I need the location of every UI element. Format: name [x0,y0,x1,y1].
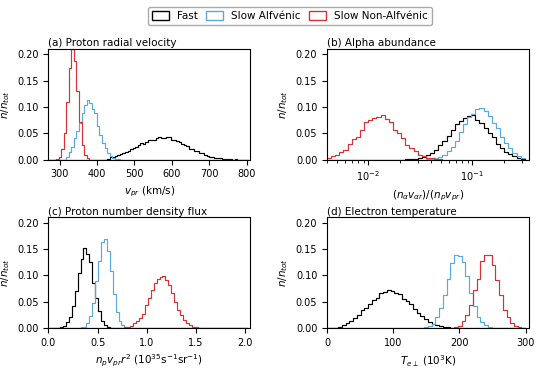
X-axis label: $n_{p}v_{pr}r^{2}$ ($10^{35}$s$^{-1}$sr$^{-1}$): $n_{p}v_{pr}r^{2}$ ($10^{35}$s$^{-1}$sr$… [96,353,204,369]
Y-axis label: $n/n_{tot}$: $n/n_{tot}$ [277,258,290,287]
X-axis label: $(n_{\alpha}v_{\alpha r})/(n_{p}v_{pr})$: $(n_{\alpha}v_{\alpha r})/(n_{p}v_{pr})$ [392,189,464,203]
Y-axis label: $n/n_{tot}$: $n/n_{tot}$ [0,258,12,287]
Y-axis label: $n/n_{tot}$: $n/n_{tot}$ [0,90,12,119]
Text: (d) Electron temperature: (d) Electron temperature [327,207,456,216]
Legend: Fast, Slow Alfvénic, Slow Non-Alfvénic: Fast, Slow Alfvénic, Slow Non-Alfvénic [148,7,432,25]
Text: (c) Proton number density flux: (c) Proton number density flux [48,207,207,216]
Text: (a) Proton radial velocity: (a) Proton radial velocity [48,38,177,48]
Y-axis label: $n/n_{tot}$: $n/n_{tot}$ [277,90,290,119]
X-axis label: $T_{e\perp}$ ($10^{3}$K): $T_{e\perp}$ ($10^{3}$K) [400,353,456,369]
X-axis label: $v_{pr}$ (km/s): $v_{pr}$ (km/s) [124,185,175,199]
Text: (b) Alpha abundance: (b) Alpha abundance [327,38,436,48]
